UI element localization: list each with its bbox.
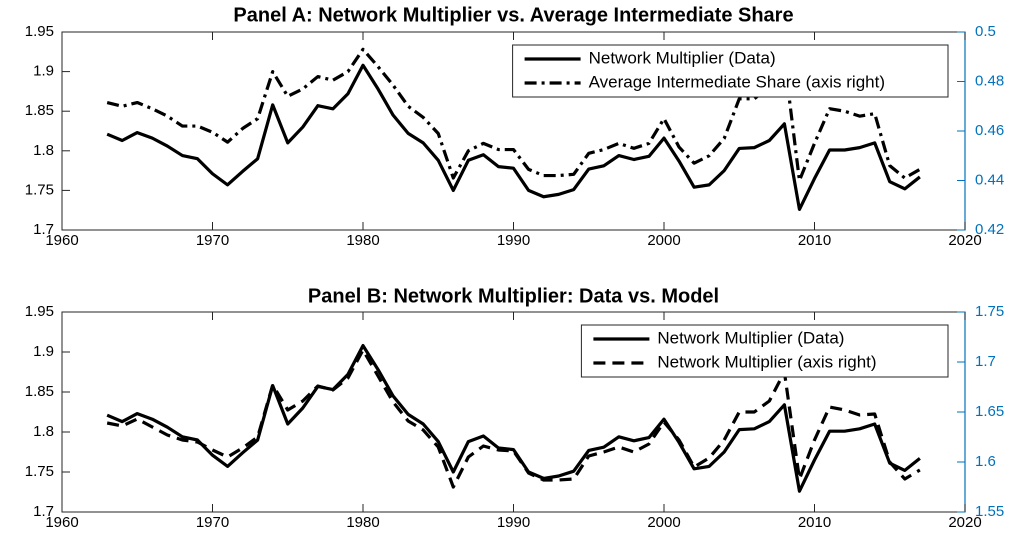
- y2-tick-label: 1.55: [975, 503, 1004, 520]
- y2-tick-label: 0.46: [975, 122, 1004, 139]
- y2-tick-label: 1.75: [975, 303, 1004, 320]
- x-tick-label: 2020: [948, 514, 981, 531]
- y-tick-label: 1.75: [25, 181, 54, 198]
- y-tick-label: 1.85: [25, 383, 54, 400]
- legend-label: Network Multiplier (Data): [589, 48, 776, 67]
- y2-tick-label: 0.42: [975, 221, 1004, 238]
- y-tick-label: 1.7: [33, 221, 54, 238]
- y2-tick-label: 1.7: [975, 353, 996, 370]
- chart-title: Panel A: Network Multiplier vs. Average …: [233, 4, 793, 26]
- y-tick-label: 1.95: [25, 23, 54, 40]
- x-tick-label: 2010: [798, 232, 831, 249]
- x-tick-label: 2020: [948, 232, 981, 249]
- y2-tick-label: 0.5: [975, 23, 996, 40]
- x-tick-label: 1990: [497, 514, 530, 531]
- y-tick-label: 1.75: [25, 463, 54, 480]
- x-tick-label: 1970: [196, 232, 229, 249]
- legend-label: Network Multiplier (Data): [657, 328, 844, 347]
- series-line: [106, 344, 921, 493]
- y-tick-label: 1.9: [33, 63, 54, 80]
- legend-label: Network Multiplier (axis right): [657, 352, 876, 371]
- x-tick-label: 1960: [45, 232, 78, 249]
- legend-label: Average Intermediate Share (axis right): [589, 72, 885, 91]
- x-tick-label: 1990: [497, 232, 530, 249]
- series-line: [106, 63, 921, 212]
- legend-box: [512, 44, 949, 98]
- x-tick-label: 2000: [647, 232, 680, 249]
- y2-tick-label: 0.44: [975, 171, 1004, 188]
- y2-tick-label: 1.65: [975, 403, 1004, 420]
- y-tick-label: 1.95: [25, 303, 54, 320]
- y-tick-label: 1.7: [33, 503, 54, 520]
- x-tick-label: 1970: [196, 514, 229, 531]
- y2-tick-label: 1.6: [975, 453, 996, 470]
- y-tick-label: 1.8: [33, 142, 54, 159]
- x-tick-label: 1960: [45, 514, 78, 531]
- x-tick-label: 1980: [346, 514, 379, 531]
- y-tick-label: 1.8: [33, 423, 54, 440]
- x-tick-label: 2010: [798, 514, 831, 531]
- legend-box: [580, 324, 949, 378]
- x-tick-label: 2000: [647, 514, 680, 531]
- y-tick-label: 1.9: [33, 343, 54, 360]
- chart-title: Panel B: Network Multiplier: Data vs. Mo…: [308, 285, 719, 307]
- y2-tick-label: 0.48: [975, 72, 1004, 89]
- y-tick-label: 1.85: [25, 102, 54, 119]
- x-tick-label: 1980: [346, 232, 379, 249]
